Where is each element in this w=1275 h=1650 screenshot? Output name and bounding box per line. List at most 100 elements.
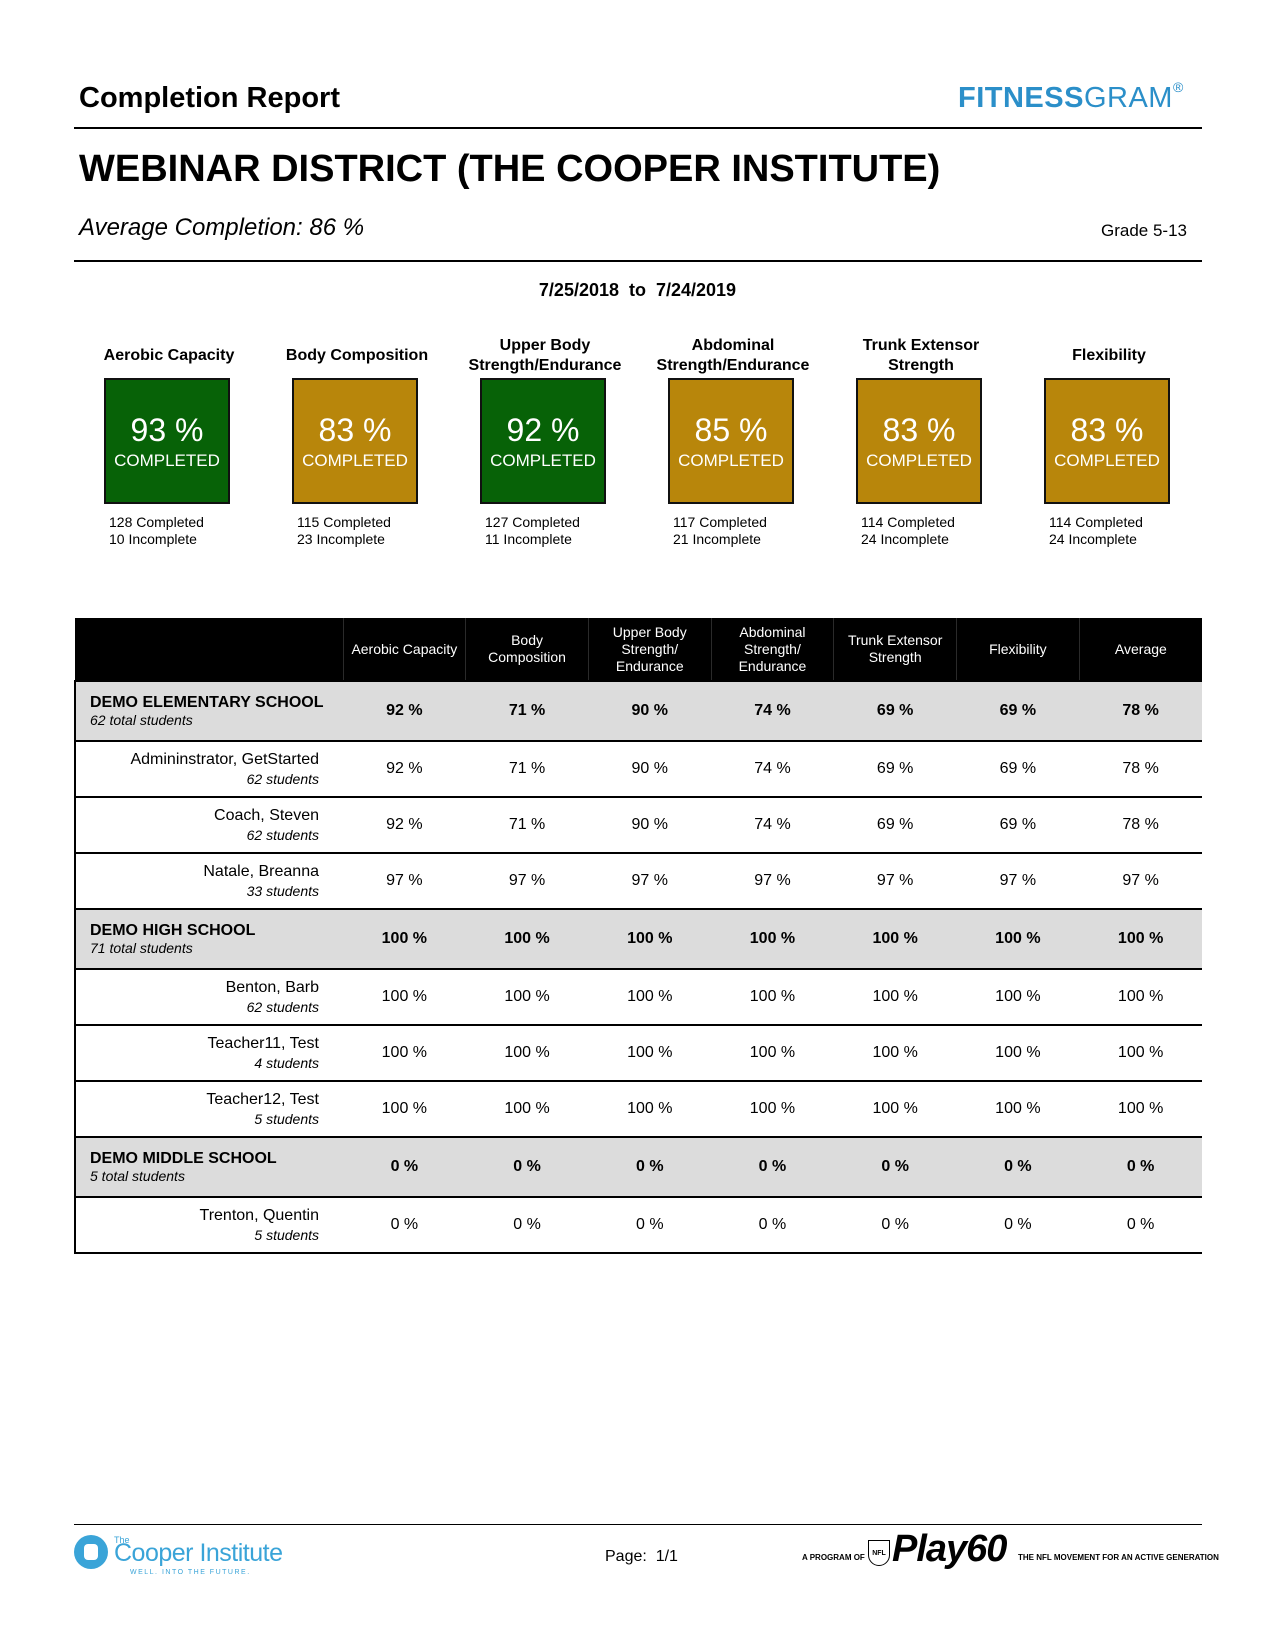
percent-cell: 100 % (1079, 1081, 1202, 1138)
completion-percent: 83 % (1070, 412, 1144, 448)
completed-word: COMPLETED (302, 451, 408, 470)
completed-word: COMPLETED (1054, 451, 1160, 470)
column-header: Upper Body Strength/Endurance (587, 618, 712, 681)
completion-tile: 83 % COMPLETED (1044, 378, 1170, 504)
percent-cell: 78 % (1079, 741, 1202, 798)
percent-cell: 69 % (833, 680, 957, 742)
program-of-text: A PROGRAM OF (802, 1553, 865, 1562)
summary-label-line: Strength/Endurance (656, 357, 810, 374)
fitnessgram-logo: FITNESSGRAM® (958, 79, 1184, 115)
teacher-name: Coach, Steven (214, 807, 319, 824)
percent-cell: 100 % (833, 908, 957, 970)
completed-count: 128 Completed (109, 514, 204, 530)
incomplete-count: 10 Incomplete (109, 531, 197, 547)
completion-tile: 85 % COMPLETED (668, 378, 794, 504)
incomplete-count: 23 Incomplete (297, 531, 385, 547)
percent-cell: 100 % (956, 969, 1080, 1026)
column-header: Abdominal Strength/Endurance (710, 618, 834, 681)
percent-cell: 100 % (711, 1081, 834, 1138)
percent-cell: 97 % (1079, 853, 1202, 910)
percent-cell: 0 % (1079, 1197, 1202, 1254)
incomplete-count: 11 Incomplete (485, 531, 572, 547)
percent-cell: 100 % (956, 1025, 1080, 1082)
teacher-name-cell: Trenton, Quentin 5 students (74, 1197, 343, 1254)
teacher-row: Coach, Steven 62 students 92 % 71 % 90 % 74 %… (74, 797, 1202, 854)
summary-label-line: Upper Body (499, 337, 591, 354)
teacher-name-cell: Admininstrator, GetStarted 62 students (74, 741, 343, 798)
school-name-cell: DEMO ELEMENTARY SCHOOL 62 total students (74, 680, 343, 742)
summary-label-line: Flexibility (1072, 347, 1146, 364)
play60-logo: Play60 (892, 1528, 1007, 1570)
column-header-line: Body (511, 632, 544, 648)
student-count: 62 students (246, 771, 319, 787)
completion-percent: 83 % (318, 412, 392, 448)
school-name-cell: DEMO HIGH SCHOOL 71 total students (74, 908, 343, 970)
percent-cell: 97 % (465, 853, 589, 910)
percent-cell: 100 % (1079, 969, 1202, 1026)
percent-cell: 100 % (588, 908, 712, 970)
percent-cell: 100 % (833, 1081, 957, 1138)
teacher-name-cell: Benton, Barb 62 students (74, 969, 343, 1026)
teacher-name-cell: Coach, Steven 62 students (74, 797, 343, 854)
student-count: 33 students (246, 883, 319, 899)
percent-cell: 69 % (956, 797, 1080, 854)
percent-cell: 92 % (343, 741, 466, 798)
percent-cell: 0 % (711, 1136, 834, 1198)
percent-cell: 100 % (956, 908, 1080, 970)
school-row: DEMO HIGH SCHOOL 71 total students 100 % 10… (74, 908, 1202, 970)
student-count: 62 students (246, 999, 319, 1015)
cooper-tagline: WELL. INTO THE FUTURE. (130, 1569, 251, 1576)
percent-cell: 0 % (711, 1197, 834, 1254)
percent-cell: 100 % (465, 908, 589, 970)
teacher-row: Benton, Barb 62 students 100 % 100 % 100 % 10… (74, 969, 1202, 1026)
percent-cell: 69 % (956, 741, 1080, 798)
percent-cell: 100 % (711, 969, 834, 1026)
completion-percent: 92 % (506, 412, 580, 448)
column-header-line: Abdominal (739, 623, 806, 640)
column-header: Trunk Extensor Strength (833, 618, 957, 681)
percent-cell: 74 % (711, 680, 834, 742)
column-header-line: Flexibility (989, 640, 1047, 657)
average-completion: Average Completion: 86 % (79, 214, 364, 242)
student-count: 5 total students (90, 1168, 185, 1184)
school-name: DEMO HIGH SCHOOL (90, 922, 256, 939)
incomplete-count: 24 Incomplete (1049, 531, 1137, 547)
summary-label-line: Body Composition (285, 347, 429, 364)
percent-cell: 97 % (588, 853, 712, 910)
summary-label-line: Strength (888, 357, 954, 374)
percent-cell: 69 % (833, 741, 957, 798)
teacher-row: Natale, Breanna 33 students 97 % 97 % 97 % 97… (74, 853, 1202, 910)
teacher-name-cell: Teacher11, Test 4 students (74, 1025, 343, 1082)
school-row: DEMO ELEMENTARY SCHOOL 62 total students 9… (74, 680, 1202, 742)
completed-count: 114 Completed (861, 514, 955, 530)
cooper-emblem-icon (74, 1535, 108, 1569)
percent-cell: 100 % (1079, 1025, 1202, 1082)
student-count: 71 total students (90, 940, 193, 956)
percent-cell: 0 % (956, 1197, 1080, 1254)
completed-count: 127 Completed (485, 514, 580, 530)
incomplete-count: 24 Incomplete (861, 531, 949, 547)
summary-label-line: Strength/Endurance (468, 357, 622, 374)
percent-cell: 78 % (1079, 797, 1202, 854)
percent-cell: 100 % (343, 1081, 466, 1138)
logo-light-text: GRAM (1083, 82, 1173, 114)
column-header-line: Aerobic Capacity (351, 640, 458, 657)
summary-label-line: Abdominal (691, 337, 775, 354)
date-range: 7/25/2018 to 7/24/2019 (538, 280, 737, 300)
percent-cell: 0 % (956, 1136, 1080, 1198)
percent-cell: 71 % (465, 680, 589, 742)
teacher-row: Trenton, Quentin 5 students 0 % 0 % 0 % 0 % 0 … (74, 1197, 1202, 1254)
percent-cell: 100 % (588, 1025, 712, 1082)
incomplete-count: 21 Incomplete (673, 531, 761, 547)
district-title: WEBINAR DISTRICT (THE COOPER INSTITUTE) (79, 148, 941, 190)
completed-word: COMPLETED (866, 451, 972, 470)
student-count: 4 students (254, 1055, 319, 1071)
completed-word: COMPLETED (114, 451, 220, 470)
column-header: Average (1078, 618, 1202, 681)
district-divider (74, 260, 1202, 262)
column-header-line: Endurance (615, 657, 684, 674)
student-count: 5 students (254, 1111, 319, 1127)
completed-word: COMPLETED (678, 451, 784, 470)
teacher-row: Admininstrator, GetStarted 62 students 92 … (74, 741, 1202, 798)
average-completion-value: 86 % (309, 214, 365, 241)
